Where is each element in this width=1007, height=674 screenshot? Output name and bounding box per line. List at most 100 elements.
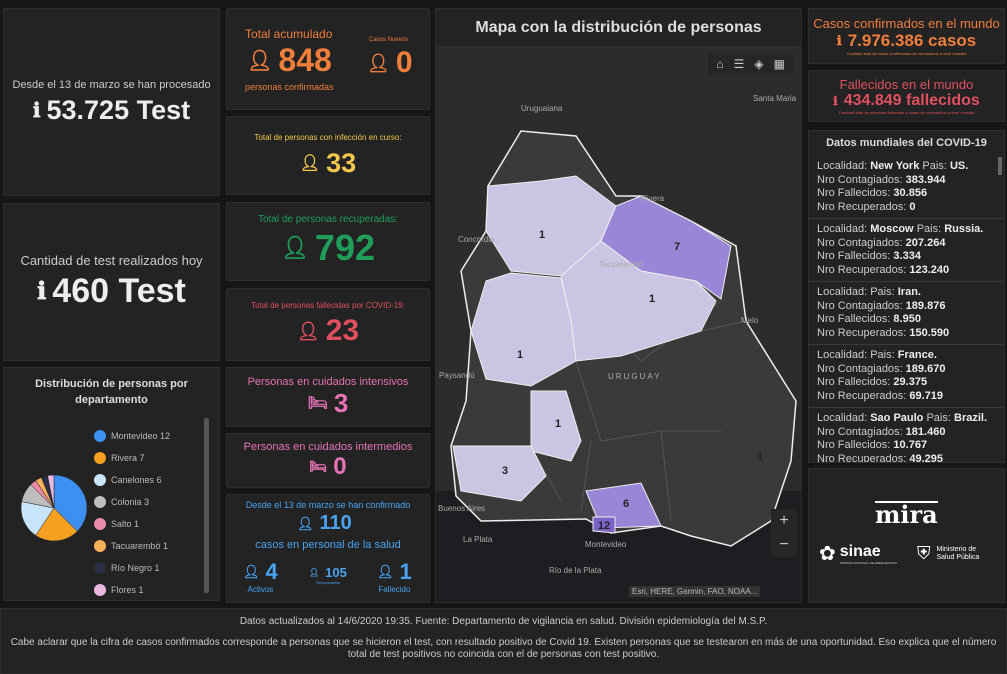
legend-icon[interactable]: ☰ — [733, 57, 745, 71]
legend-label: Salto 1 — [111, 519, 140, 529]
world-list-panel: Datos mundiales del COVID-19 Localidad: … — [808, 130, 1005, 463]
basemap-gallery-icon[interactable]: ▦ — [773, 57, 785, 71]
list-item[interactable]: Localidad: Moscow Pais: Russia. Nro Cont… — [809, 219, 1004, 282]
world-list[interactable]: Localidad: New York Pais: US. Nro Contag… — [809, 156, 1004, 462]
recovered-panel: Total de personas recuperadas: 👤︎ 792 — [226, 202, 430, 281]
legend-label: Canelones 6 — [111, 475, 162, 485]
legend-label: Colonia 3 — [111, 497, 150, 507]
map-title: Mapa con la distribución de personas — [436, 9, 801, 46]
active-panel: Total de personas con infección en curso… — [226, 116, 430, 195]
tests-today-panel: Cantidad de test realizados hoy ℹ 460 Tes… — [3, 203, 220, 361]
dept-salto — [470, 272, 577, 387]
active-value: 33 — [326, 147, 357, 178]
count-tacuarembo: 1 — [649, 293, 655, 305]
zoom-in-button[interactable]: + — [779, 512, 789, 529]
legend-item[interactable]: Montevideo 12 — [94, 425, 170, 447]
pie-slice-flores[interactable] — [47, 474, 55, 509]
home-icon[interactable]: ⌂ — [716, 57, 724, 71]
dept-rionegro — [530, 390, 582, 462]
count-salto: 1 — [517, 349, 523, 361]
zoom-controls: + − — [771, 509, 797, 557]
tests-total-value: 53.725 Test — [46, 94, 191, 125]
icu-panel: Personas en cuidados intensivos 🛏︎ 3 — [226, 367, 430, 427]
health-staff-caption: Desde el 13 de marzo se han confirmado — [245, 500, 411, 510]
place-label: Paysandú — [439, 371, 475, 380]
sinae-text: sinae — [839, 542, 881, 560]
health-staff-panel: Desde el 13 de marzo se han confirmado 👤… — [226, 494, 430, 603]
place-label: Concordia — [458, 235, 495, 244]
map-panel: Mapa con la distribución de personas 1 7… — [435, 8, 802, 603]
icu-value: 3 — [333, 387, 349, 418]
distribution-title: Distribución de personas por departament… — [35, 378, 188, 406]
legend-label: Montevideo 12 — [111, 431, 171, 441]
accumulated-subtitle: personas confirmadas — [245, 82, 334, 92]
legend-swatch — [94, 452, 106, 464]
legend-item[interactable]: Colonia 3 — [94, 491, 170, 513]
icu-title: Personas en cuidados intensivos — [247, 375, 409, 388]
pie-slice-canelones[interactable] — [20, 501, 55, 536]
legend-swatch — [94, 496, 106, 508]
dept-soriano — [452, 445, 547, 502]
list-item[interactable]: Localidad: Pais: Iran. Nro Contagiados: … — [809, 282, 1004, 345]
person-icon: 👤︎ — [297, 515, 314, 531]
list-item[interactable]: Localidad: New York Pais: US. Nro Contag… — [809, 156, 1004, 219]
place-label: Santa Maria — [753, 94, 797, 103]
legend-label: Río Negro 1 — [111, 563, 160, 573]
legend-item[interactable]: Tacuarembó 1 — [94, 535, 170, 557]
person-icon: 👤︎ — [296, 320, 320, 341]
place-label: Tacuarembó — [599, 260, 644, 269]
recovered-title: Total de personas recuperadas: — [257, 214, 399, 225]
deceased-value: 23 — [325, 314, 360, 347]
count-artigas: 1 — [539, 229, 545, 241]
zoom-out-button[interactable]: − — [779, 536, 789, 553]
pie-slice-rivera[interactable] — [35, 507, 78, 542]
pie-slice-montevideo[interactable] — [53, 474, 88, 532]
person-icon: 👤︎ — [377, 564, 394, 579]
footer-disclaimer: Cabe aclarar que la cifra de casos confi… — [10, 637, 997, 660]
place-label: Río de la Plata — [549, 566, 602, 575]
intermediate-title: Personas en cuidados intermedios — [243, 440, 413, 453]
accumulated-panel: Total acumulado 👤︎ 848 personas confirmad… — [226, 8, 430, 110]
person-icon: 👤︎ — [247, 50, 273, 72]
tests-today-caption: Cantidad de test realizados hoy — [20, 253, 203, 268]
coat-of-arms-icon: ⛨ — [917, 543, 931, 563]
legend-item[interactable]: Salto 1 — [94, 513, 170, 535]
person-icon: 👤︎ — [243, 564, 260, 579]
place-label: Buenos Aires — [438, 504, 485, 513]
map-view[interactable]: 1 7 1 1 1 3 6 12 1 Uruguaiana Santa Mari… — [436, 46, 801, 602]
staff-deceased-label: Fallecido — [378, 585, 411, 594]
map-toolbar: ⌂ ☰ ◈ ▦ — [708, 53, 793, 75]
health-staff-subtitle: casos en personal de la salud — [255, 539, 401, 551]
sinae-subtitle: SISTEMA NACIONAL DE EMERGENCIAS — [839, 560, 897, 565]
active-title: Total de personas con infección en curso… — [254, 132, 402, 142]
list-item[interactable]: Localidad: Sao Paulo Pais: Brazil. Nro C… — [809, 408, 1004, 462]
list-item[interactable]: Localidad: Pais: France. Nro Contagiados… — [809, 345, 1004, 408]
mira-logo: mira — [875, 500, 938, 529]
legend-swatch — [94, 562, 106, 574]
new-cases-value: 0 — [395, 46, 413, 79]
health-staff-value: 110 — [319, 512, 352, 534]
staff-recovered-label: Recuperados — [316, 580, 340, 585]
count-montevideo: 12 — [598, 520, 610, 532]
map-attribution[interactable]: Esri, HERE, Garmin, FAO, NOAA... — [629, 586, 761, 597]
bed-icon: 🛏︎ — [307, 395, 328, 412]
legend-label: Tacuarembó 1 — [111, 541, 169, 551]
layers-icon[interactable]: ◈ — [754, 57, 764, 71]
legend-swatch — [94, 540, 106, 552]
intermediate-value: 0 — [333, 452, 347, 480]
logos-panel: mira ✿ sinae SISTEMA NACIONAL DE EMERGENCI… — [808, 468, 1005, 603]
sinae-icon: ✿ — [819, 543, 836, 565]
world-cases-panel: Casos confirmados en el mundo ℹ 7.976.386… — [808, 8, 1005, 64]
world-cases-title: Casos confirmados en el mundo — [813, 16, 1000, 31]
footer: Datos actualizados al 14/6/2020 19:35. F… — [0, 608, 1007, 674]
legend-scrollbar[interactable] — [204, 418, 209, 593]
legend-item[interactable]: Canelones 6 — [94, 469, 170, 491]
legend-item[interactable]: Flores 1 — [94, 579, 170, 601]
info-icon: ℹ — [37, 278, 47, 305]
world-list-title: Datos mundiales del COVID-19 — [826, 137, 987, 149]
legend-item[interactable]: Rivera 7 — [94, 447, 170, 469]
list-scrollbar[interactable] — [998, 157, 1002, 175]
place-label: Montevideo — [585, 540, 627, 549]
legend-item[interactable]: Río Negro 1 — [94, 557, 170, 579]
